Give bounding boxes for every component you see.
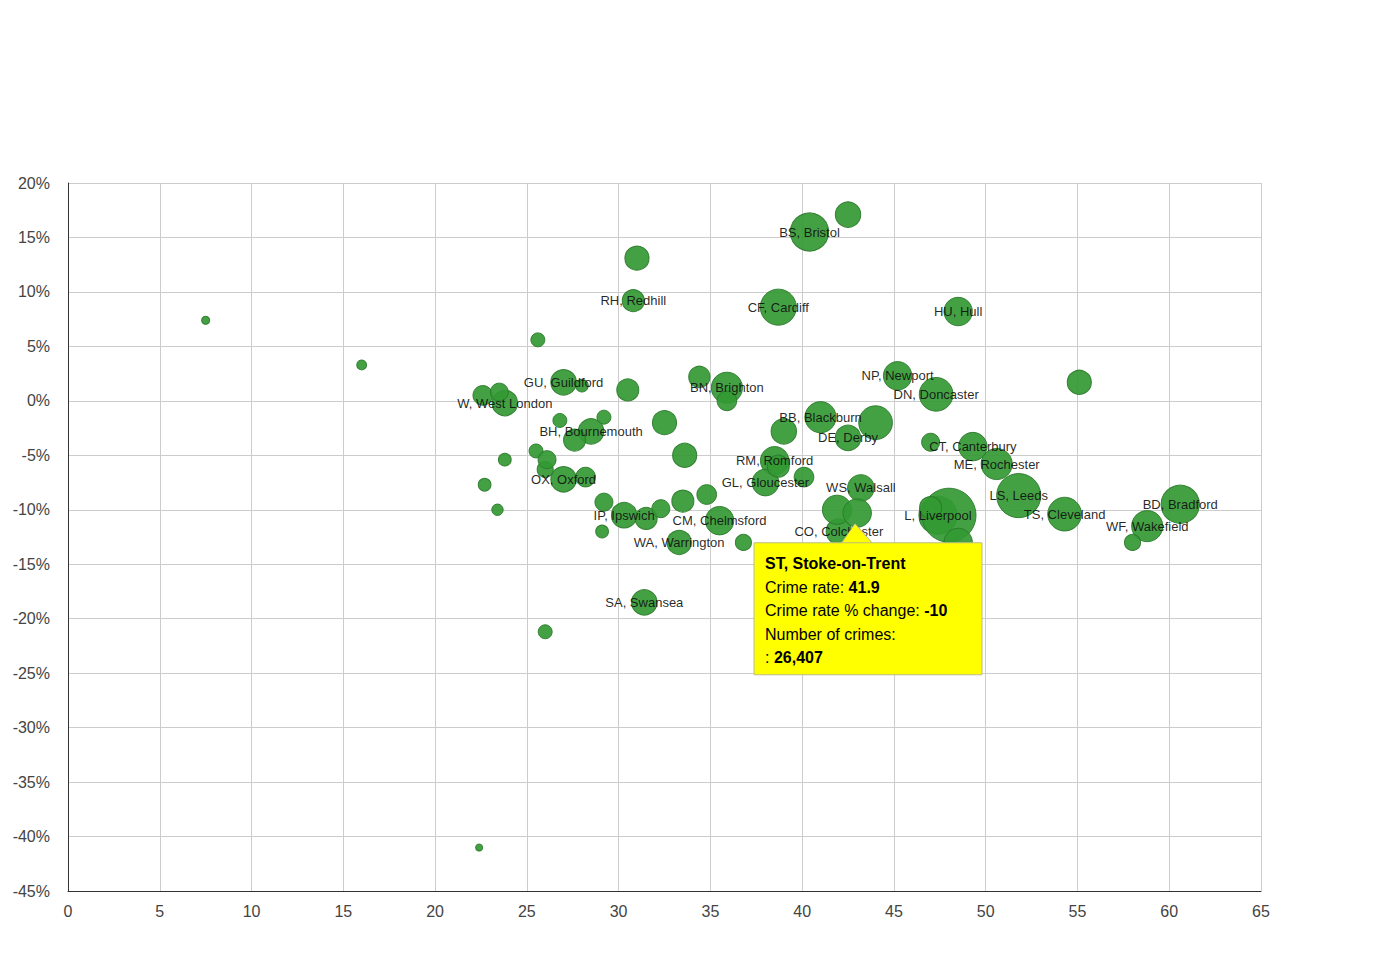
svg-text:40: 40 (793, 903, 811, 920)
svg-text:BN, Brighton: BN, Brighton (690, 380, 764, 395)
svg-text:Crime rate % change:: Crime rate % change: (765, 602, 924, 619)
svg-text:TS, Cleveland: TS, Cleveland (1024, 507, 1106, 522)
svg-text:CT, Canterbury: CT, Canterbury (929, 439, 1017, 454)
svg-text:CO, Colchester: CO, Colchester (794, 524, 884, 539)
svg-text:WF, Wakefield: WF, Wakefield (1106, 519, 1189, 534)
svg-text:0%: 0% (27, 392, 50, 409)
svg-text:-40%: -40% (13, 828, 50, 845)
svg-text:CM, Chelmsford: CM, Chelmsford (673, 513, 767, 528)
svg-text:BD, Bradford: BD, Bradford (1143, 497, 1218, 512)
svg-text:RH, Redhill: RH, Redhill (600, 293, 666, 308)
svg-text::: : (765, 649, 774, 666)
svg-text:NP, Newport: NP, Newport (862, 368, 934, 383)
svg-text:5%: 5% (27, 338, 50, 355)
svg-text:Crime rate:: Crime rate: (765, 579, 849, 596)
svg-text:Number of crimes:: Number of crimes: (765, 626, 896, 643)
svg-text:GU, Guildford: GU, Guildford (524, 375, 603, 390)
svg-text:20%: 20% (18, 175, 50, 192)
svg-text:5: 5 (155, 903, 164, 920)
svg-text:-25%: -25% (13, 665, 50, 682)
svg-text:45: 45 (885, 903, 903, 920)
svg-text:10%: 10% (18, 283, 50, 300)
svg-text:RM, Romford: RM, Romford (736, 453, 813, 468)
svg-text:20: 20 (426, 903, 444, 920)
svg-text:-30%: -30% (13, 719, 50, 736)
svg-text:CF, Cardiff: CF, Cardiff (748, 300, 810, 315)
svg-text:HU, Hull: HU, Hull (934, 304, 983, 319)
svg-text:LS, Leeds: LS, Leeds (989, 488, 1048, 503)
svg-text:L, Liverpool: L, Liverpool (904, 508, 971, 523)
svg-text:WA, Warrington: WA, Warrington (634, 535, 725, 550)
svg-text:GL, Gloucester: GL, Gloucester (722, 475, 810, 490)
svg-text:26,407: 26,407 (774, 649, 823, 666)
svg-text:W, West London: W, West London (457, 396, 552, 411)
svg-text:DE, Derby: DE, Derby (818, 430, 878, 445)
svg-text:ST, Stoke-on-Trent: ST, Stoke-on-Trent (765, 555, 906, 572)
svg-text:SA, Swansea: SA, Swansea (605, 595, 684, 610)
svg-text:-5%: -5% (22, 447, 50, 464)
svg-text:OX, Oxford: OX, Oxford (531, 472, 596, 487)
svg-text:-20%: -20% (13, 610, 50, 627)
svg-text:WS, Walsall: WS, Walsall (826, 480, 896, 495)
svg-text:65: 65 (1252, 903, 1270, 920)
svg-text:DN, Doncaster: DN, Doncaster (894, 387, 980, 402)
svg-text:35: 35 (701, 903, 719, 920)
svg-text:15: 15 (334, 903, 352, 920)
svg-text:ME, Rochester: ME, Rochester (954, 457, 1041, 472)
svg-text:10: 10 (243, 903, 261, 920)
svg-text:50: 50 (977, 903, 995, 920)
svg-text:0: 0 (64, 903, 73, 920)
svg-text:-10: -10 (924, 602, 947, 619)
svg-text:BH, Bournemouth: BH, Bournemouth (539, 424, 642, 439)
svg-text:BB, Blackburn: BB, Blackburn (779, 410, 861, 425)
svg-text:-10%: -10% (13, 501, 50, 518)
svg-text:-15%: -15% (13, 556, 50, 573)
svg-text:25: 25 (518, 903, 536, 920)
svg-text:60: 60 (1160, 903, 1178, 920)
svg-text:BS, Bristol: BS, Bristol (779, 225, 840, 240)
svg-text:30: 30 (610, 903, 628, 920)
svg-text:IP, Ipswich: IP, Ipswich (594, 508, 655, 523)
svg-text:55: 55 (1069, 903, 1087, 920)
svg-text:-45%: -45% (13, 883, 50, 900)
svg-text:15%: 15% (18, 229, 50, 246)
svg-text:-35%: -35% (13, 774, 50, 791)
svg-text:41.9: 41.9 (849, 579, 880, 596)
